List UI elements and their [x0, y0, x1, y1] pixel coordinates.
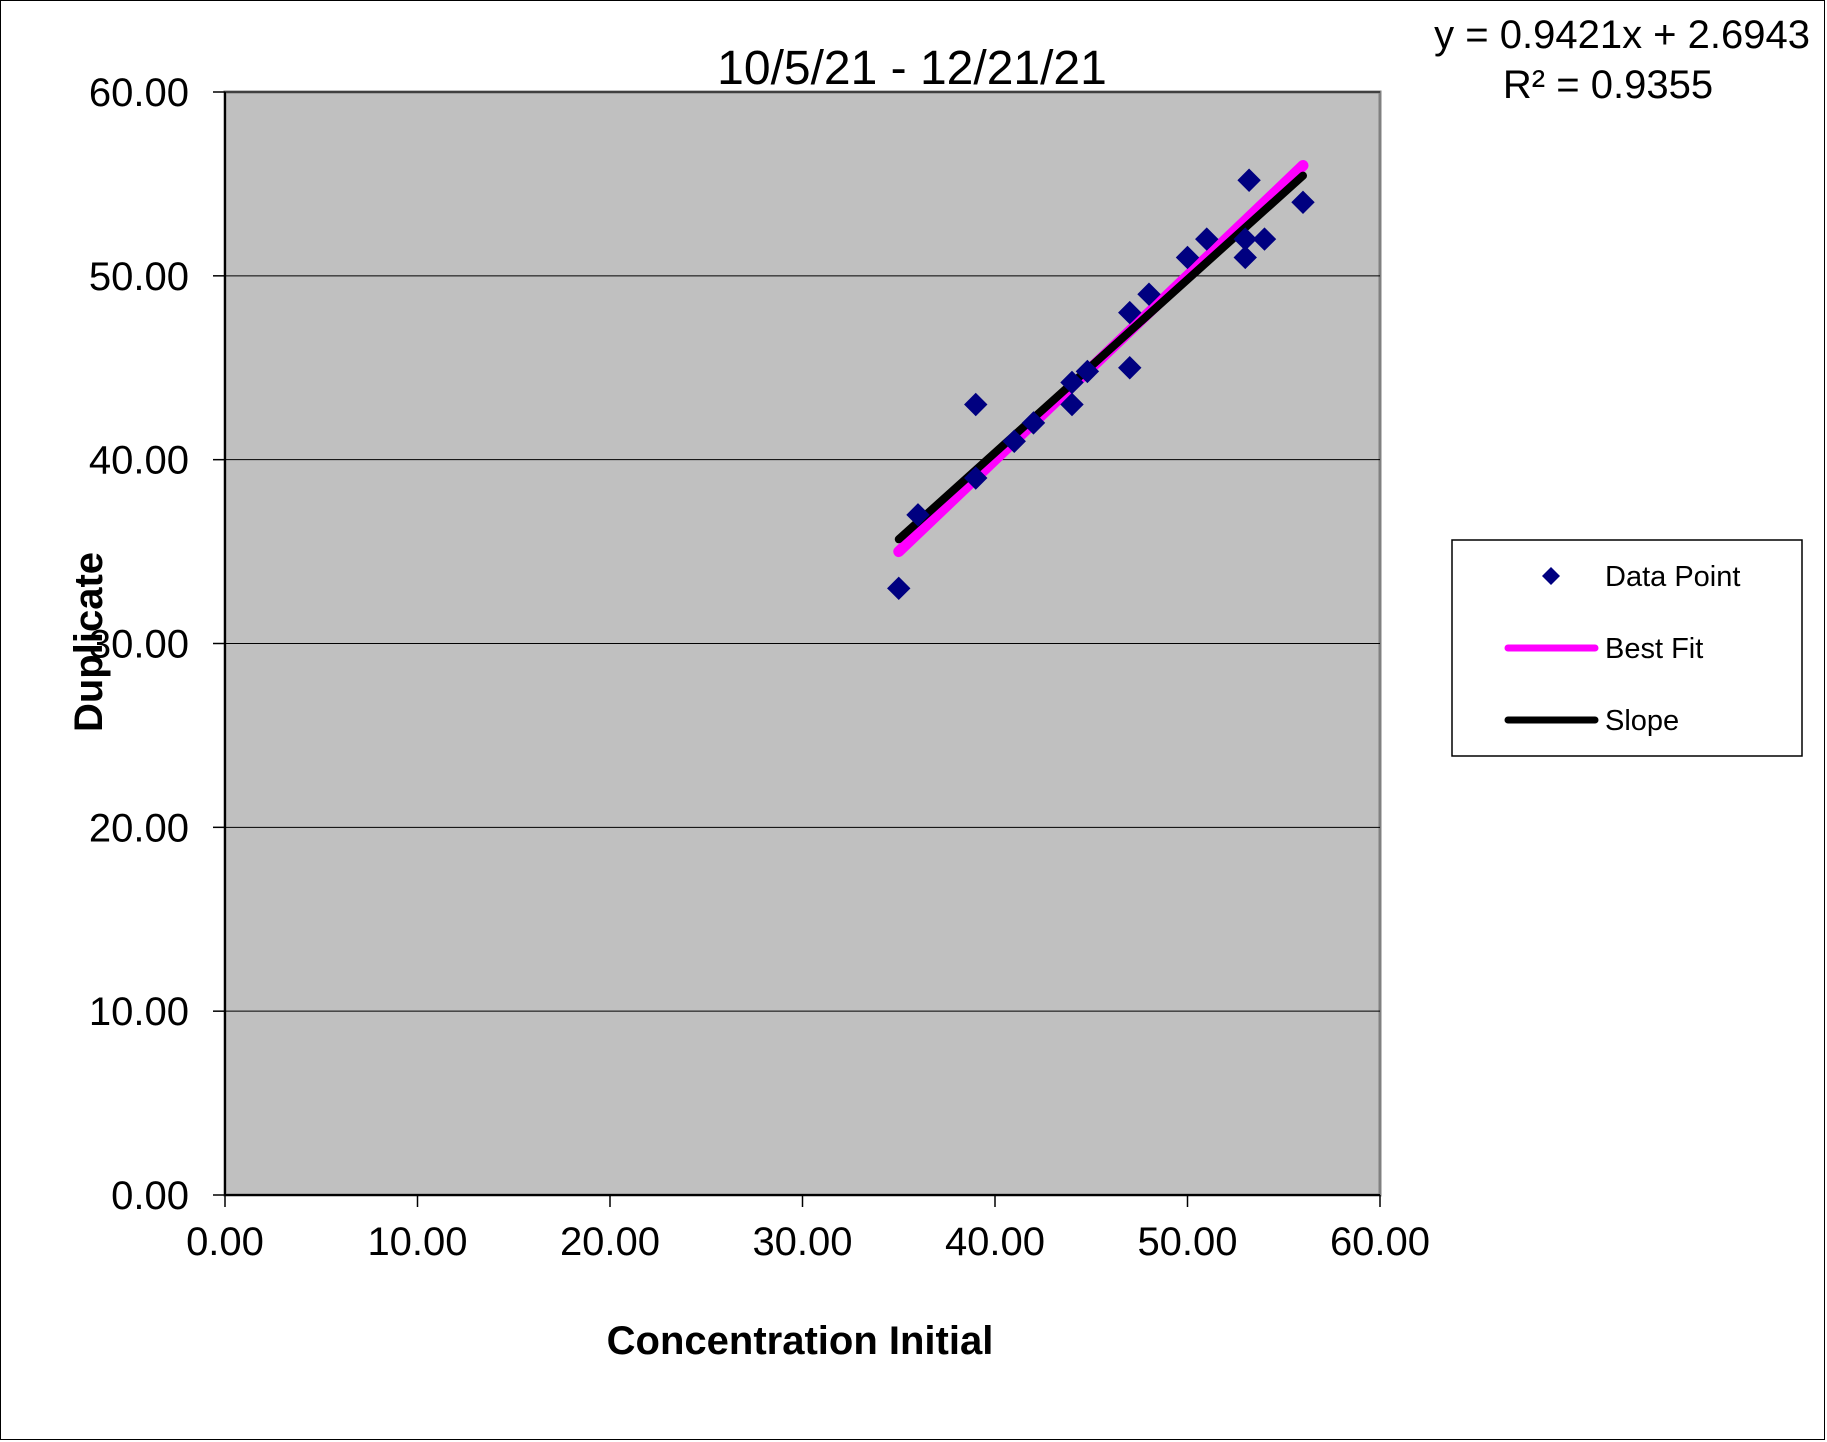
- chart-title: 10/5/21 - 12/21/21: [717, 42, 1107, 95]
- data-point: [887, 576, 911, 601]
- x-tick-label: 0.00: [186, 1220, 264, 1264]
- data-point: [1021, 411, 1046, 435]
- x-tick-label: 40.00: [945, 1220, 1045, 1264]
- y-tick-label: 10.00: [89, 990, 189, 1034]
- gridlines: [225, 91, 1380, 1012]
- data-point: [1118, 300, 1142, 325]
- data-point: [1252, 227, 1277, 251]
- legend-label: Data Point: [1605, 561, 1740, 593]
- axes: [213, 91, 1381, 1207]
- legend: Data Point Best Fit Slope: [1451, 539, 1803, 757]
- data-point: [1137, 282, 1161, 306]
- data-point: [1002, 429, 1026, 453]
- data-point: [1075, 359, 1100, 384]
- y-tick-label: 40.00: [89, 439, 189, 483]
- x-tick-labels: 0.00 10.00 20.00 30.00 40.00 50.00 60.00: [186, 1220, 1430, 1264]
- legend-label: Slope: [1605, 705, 1679, 737]
- data-point: [1237, 168, 1261, 192]
- y-tick-labels: 0.00 10.00 20.00 30.00 40.00 50.00 60.00: [89, 71, 189, 1218]
- y-tick-label: 60.00: [89, 71, 189, 115]
- x-tick-label: 60.00: [1330, 1220, 1430, 1264]
- data-markers: [887, 168, 1315, 601]
- y-tick-label: 50.00: [89, 255, 189, 299]
- trendline-equation: y = 0.9421x + 2.6943: [1434, 13, 1810, 57]
- data-point: [964, 392, 988, 417]
- y-tick-label: 30.00: [89, 623, 189, 667]
- x-axis-label: Concentration Initial: [607, 1319, 994, 1363]
- data-point: [964, 466, 988, 490]
- legend-label: Best Fit: [1605, 633, 1703, 665]
- x-tick-label: 20.00: [560, 1220, 660, 1264]
- data-point: [1291, 190, 1315, 215]
- y-tick-label: 0.00: [111, 1174, 189, 1218]
- y-tick-label: 20.00: [89, 806, 189, 850]
- r-squared-label: R² = 0.9355: [1503, 63, 1713, 107]
- x-tick-label: 50.00: [1137, 1220, 1237, 1264]
- x-tick-label: 10.00: [367, 1220, 467, 1264]
- data-point: [1060, 392, 1084, 417]
- data-point: [1195, 227, 1219, 251]
- data-point: [1118, 356, 1142, 380]
- legend-swatch: [1542, 567, 1560, 585]
- y-axis-label: Duplicate: [67, 552, 111, 732]
- data-point: [1233, 245, 1257, 270]
- x-tick-label: 30.00: [752, 1220, 852, 1264]
- data-point: [906, 503, 930, 527]
- data-point: [1175, 245, 1200, 270]
